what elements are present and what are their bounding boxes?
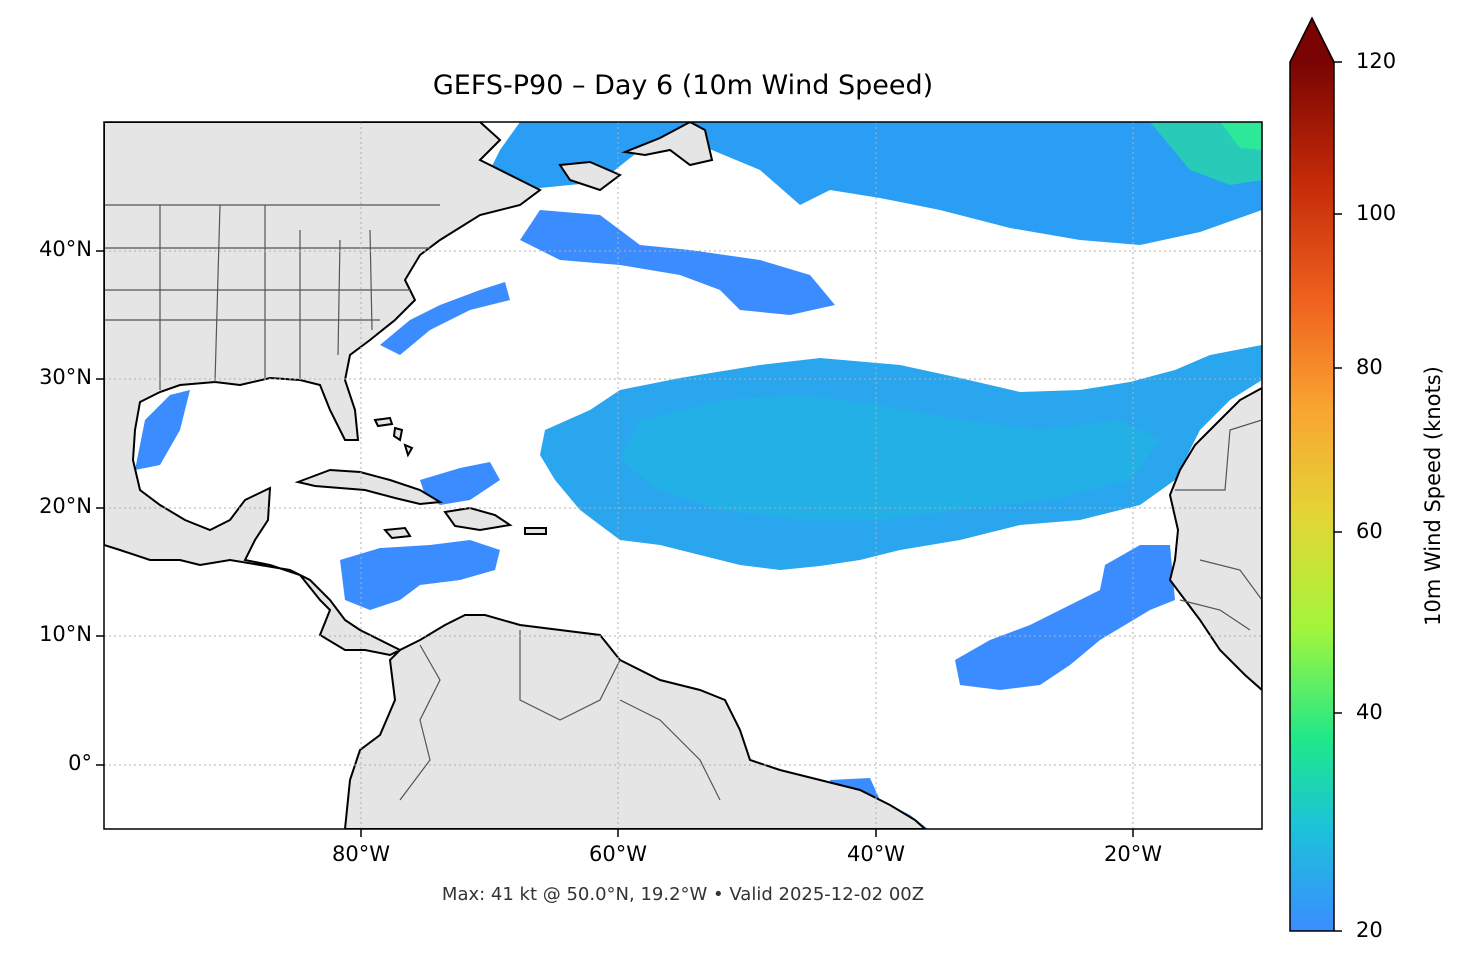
wind-region-us-coast <box>380 282 510 355</box>
wind-region-subtropical-core <box>620 395 1160 520</box>
axis-ticks <box>96 250 1134 837</box>
lon-label-60w: 60°W <box>589 842 647 866</box>
wind-region-eastern-plume <box>955 545 1175 690</box>
gulf-st-lawrence-shore <box>558 160 622 192</box>
wind-region-bahamas <box>420 462 500 505</box>
wind-speed-shading <box>135 122 1262 829</box>
map-gridlines <box>104 122 1262 829</box>
lon-label-80w: 80°W <box>332 842 390 866</box>
wind-region-caribbean <box>340 540 500 610</box>
lat-label-20n: 20°N <box>39 494 92 518</box>
lat-label-0: 0° <box>68 751 92 775</box>
colorbar-gradient <box>1290 62 1334 931</box>
wind-region-north-peak-core <box>1220 122 1262 150</box>
lon-label-20w: 20°W <box>1104 842 1162 866</box>
lon-label-40w: 40°W <box>847 842 905 866</box>
colorbar-ticks <box>1334 61 1342 932</box>
bahamas-islands <box>373 416 414 458</box>
colorbar-label-80: 80 <box>1356 355 1383 379</box>
colorbar-title: 10m Wind Speed (knots) <box>1421 366 1445 626</box>
cuba-island <box>294 468 444 506</box>
lat-label-30n: 30°N <box>39 365 92 389</box>
wind-region-gulf-west <box>135 390 190 470</box>
wind-region-gulf-stream <box>520 210 835 315</box>
lat-label-40n: 40°N <box>39 237 92 261</box>
colorbar-label-20: 20 <box>1356 918 1383 942</box>
colorbar-label-60: 60 <box>1356 519 1383 543</box>
map-subtitle: Max: 41 kt @ 50.0°N, 19.2°W • Valid 2025… <box>441 884 925 905</box>
jamaica-island <box>382 526 412 540</box>
north-america-land <box>104 122 542 657</box>
map-border <box>103 121 1263 830</box>
map-title: GEFS-P90 – Day 6 (10m Wind Speed) <box>432 70 934 101</box>
africa-land <box>1168 386 1262 692</box>
colorbar-label-40: 40 <box>1356 700 1383 724</box>
lat-label-10n: 10°N <box>39 622 92 646</box>
colorbar-label-100: 100 <box>1356 201 1397 225</box>
colorbar-extend-arrow <box>1290 18 1334 62</box>
colorbar-label-120: 120 <box>1356 49 1397 73</box>
south-america-land <box>343 614 927 829</box>
political-boundaries <box>104 204 1262 801</box>
puerto-rico-island <box>524 527 547 535</box>
land-masses <box>104 122 1262 829</box>
wind-region-north-band <box>480 122 1262 245</box>
colorbar-outline <box>1289 16 1335 932</box>
newfoundland-island <box>621 122 714 167</box>
